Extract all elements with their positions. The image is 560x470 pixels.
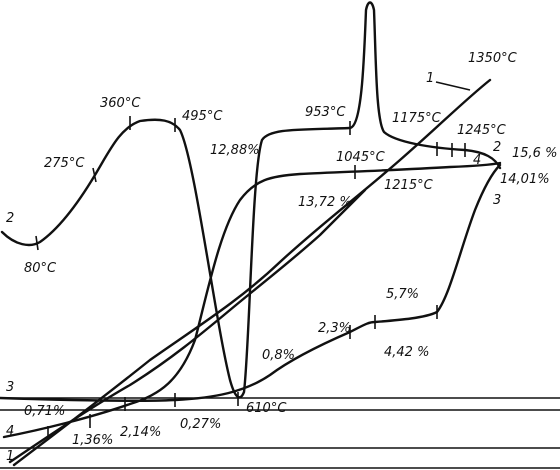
labels: 1350°C 1 953°C 1175°C 1245°C 360°C 495°C… bbox=[6, 51, 557, 464]
label: 360°C bbox=[100, 96, 141, 111]
label: 1215°C bbox=[384, 178, 434, 193]
label: 4 bbox=[473, 153, 481, 168]
label: 12,88% bbox=[210, 143, 260, 158]
label: 2 bbox=[6, 211, 14, 226]
ticks bbox=[35, 116, 466, 440]
label: 1,36% bbox=[72, 433, 113, 448]
label: 14,01% bbox=[500, 172, 550, 187]
label: 1 bbox=[426, 71, 434, 86]
label: 0,27% bbox=[180, 417, 221, 432]
label: 0,71% bbox=[24, 404, 65, 419]
label: 3 bbox=[6, 380, 14, 395]
leader-1 bbox=[435, 81, 471, 91]
label: 2,14% bbox=[120, 425, 161, 440]
label: 13,72 % bbox=[298, 195, 352, 210]
label: 80°C bbox=[24, 261, 57, 276]
label: 1175°C bbox=[392, 111, 442, 126]
curve-2 bbox=[0, 1, 502, 399]
label: 1045°C bbox=[336, 150, 386, 165]
label: 2,3% bbox=[318, 321, 351, 336]
curve-4 bbox=[2, 161, 502, 439]
label: 2 bbox=[493, 140, 501, 155]
label: 3 bbox=[493, 193, 501, 208]
label: 4 bbox=[6, 424, 14, 439]
label: 610°C bbox=[246, 401, 287, 416]
base-lines bbox=[0, 397, 560, 469]
label: 1245°C bbox=[457, 123, 507, 138]
label: 1 bbox=[6, 449, 14, 464]
label: 275°C bbox=[44, 156, 85, 171]
label: 0,8% bbox=[262, 348, 295, 363]
label: 4,42 % bbox=[384, 345, 429, 360]
label: 953°C bbox=[305, 105, 346, 120]
curve-13 bbox=[8, 188, 367, 464]
label: 1350°C bbox=[468, 51, 518, 66]
label: 495°C bbox=[182, 109, 223, 124]
label: 5,7% bbox=[386, 287, 419, 302]
label: 15,6 % bbox=[512, 146, 557, 161]
